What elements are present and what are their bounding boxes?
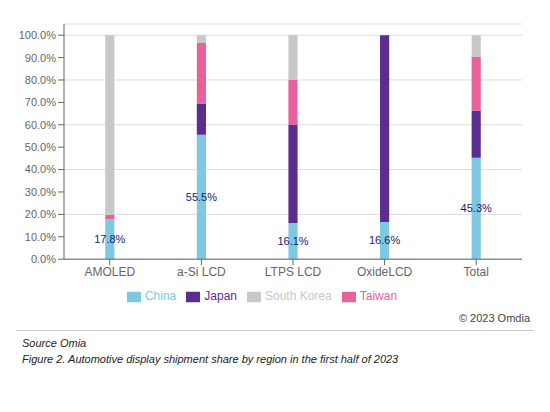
svg-text:45.3%: 45.3% [461,202,492,214]
html-text:China: China [144,289,177,304]
svg-text:17.8%: 17.8% [94,233,125,245]
svg-text:0.0%: 0.0% [31,253,56,265]
html-text:Japan: Japan [204,289,237,304]
svg-text:Total: Total [464,265,489,279]
html-text:Figure 2. Automotive display s: Figure 2. Automotive display shipment sh… [22,353,399,365]
svg-text:50.0%: 50.0% [25,141,56,153]
svg-text:16.1%: 16.1% [277,235,308,247]
svg-text:100.0%: 100.0% [19,29,57,41]
html-text:© 2023 Omdia: © 2023 Omdia [458,312,530,324]
svg-text:60.0%: 60.0% [25,119,56,131]
svg-text:AMOLED: AMOLED [84,265,135,279]
svg-text:70.0%: 70.0% [25,96,56,108]
svg-text:30.0%: 30.0% [25,186,56,198]
html-text:Taiwan: Taiwan [359,289,398,304]
svg-text:40.0%: 40.0% [25,163,56,175]
svg-text:10.0%: 10.0% [25,231,56,243]
svg-text:20.0%: 20.0% [25,208,56,220]
html-text:Source Omia: Source Omia [22,337,87,349]
svg-text:a-Si LCD: a-Si LCD [177,265,226,279]
svg-text:16.6%: 16.6% [369,234,400,246]
svg-text:55.5%: 55.5% [186,191,217,203]
svg-text:90.0%: 90.0% [25,52,56,64]
svg-text:LTPS LCD: LTPS LCD [265,265,322,279]
svg-text:OxideLCD: OxideLCD [357,265,413,279]
html-text:South Korea: South Korea [265,289,332,304]
svg-text:80.0%: 80.0% [25,74,56,86]
